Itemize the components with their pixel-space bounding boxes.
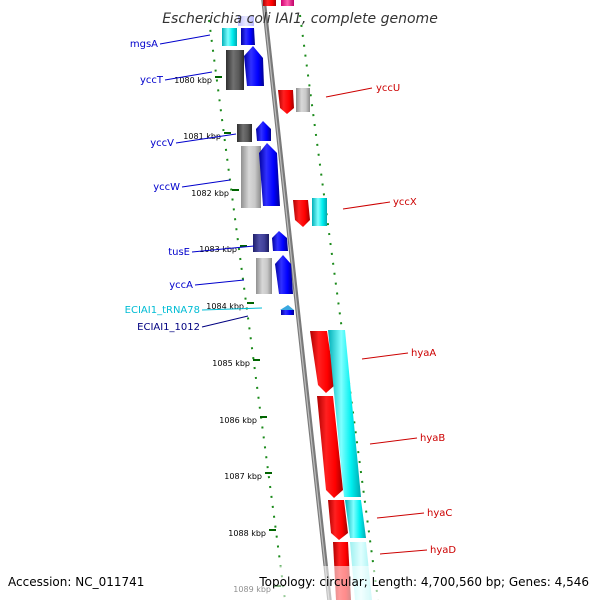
- gene-leader-line: [159, 34, 211, 45]
- gene-hyaA[interactable]: [310, 331, 335, 393]
- gene-tusE-indigo[interactable]: [253, 234, 269, 252]
- gene-leader-line: [342, 201, 391, 210]
- gene-tusE[interactable]: [272, 231, 288, 251]
- gene-label-yccx[interactable]: yccX: [393, 197, 417, 208]
- gene-label-hyaa[interactable]: hyaA: [411, 348, 436, 359]
- kbp-tick-label: 1085 kbp: [212, 359, 250, 368]
- gene-label-ycct[interactable]: yccT: [140, 75, 164, 86]
- gene-leader-line: [201, 307, 263, 311]
- kbp-tick-label: 1082 kbp: [191, 189, 229, 198]
- gene-mgsA-shadow: [238, 16, 254, 26]
- gene-yccW[interactable]: [259, 143, 280, 206]
- kbp-tick-label: 1088 kbp: [228, 529, 266, 538]
- gene-leader-line: [194, 279, 245, 286]
- gene-label-yccv[interactable]: yccV: [150, 138, 174, 149]
- gene-leader-line: [361, 352, 409, 360]
- genome-backbone-highlight: [262, 0, 330, 604]
- gene-leader-line: [191, 245, 255, 253]
- gene-leader-line: [201, 315, 249, 328]
- gene-partial-top-red[interactable]: [263, 0, 276, 6]
- gene-mgsA-partial[interactable]: [222, 28, 237, 46]
- gene-yccU-grey[interactable]: [296, 88, 310, 112]
- gene-label-tuse[interactable]: tusE: [168, 247, 190, 258]
- rna-band-hya[interactable]: [328, 330, 361, 497]
- rna-band-hyaC[interactable]: [345, 500, 366, 538]
- gene-yccA-grey[interactable]: [256, 258, 272, 294]
- gene-yccA[interactable]: [275, 255, 293, 294]
- gene-yccV[interactable]: [256, 121, 271, 141]
- gene-yccT[interactable]: [244, 46, 264, 86]
- gene-mgsA[interactable]: [241, 28, 255, 45]
- kbp-tick-label: 1081 kbp: [183, 132, 221, 141]
- gene-yccX[interactable]: [293, 200, 310, 227]
- kbp-tick-label: 1087 kbp: [224, 472, 262, 481]
- gene-yccV-grey[interactable]: [237, 124, 252, 142]
- gene-leader-line: [181, 179, 231, 188]
- gene-leader-line: [369, 437, 418, 445]
- gene-leader-line: [379, 549, 428, 555]
- map-title: Escherichia coli IAI1, complete genome: [162, 11, 438, 27]
- gene-leader-line: [376, 512, 425, 519]
- gene-label-yccw[interactable]: yccW: [153, 182, 180, 193]
- accession-text: Accession: NC_011741: [8, 575, 144, 589]
- gene-label-eciai1-1012[interactable]: ECIAI1_1012: [137, 322, 200, 333]
- kbp-tick-label: 1084 kbp: [206, 302, 244, 311]
- gene-yccU[interactable]: [278, 90, 294, 114]
- gene-leader-line: [175, 133, 237, 144]
- gene-yccW-grey[interactable]: [241, 146, 261, 208]
- gene-ECIAI1-tRNA78[interactable]: [280, 305, 294, 310]
- gene-label-hyad[interactable]: hyaD: [430, 545, 456, 556]
- gene-label-eciai1-trna78[interactable]: ECIAI1_tRNA78: [125, 305, 200, 316]
- gene-label-mgsa[interactable]: mgsA: [130, 39, 158, 50]
- kbp-tick-label: 1080 kbp: [174, 76, 212, 85]
- gene-ECIAI1-1012[interactable]: [281, 310, 294, 315]
- gene-hyaB[interactable]: [317, 396, 343, 498]
- gene-label-ycca[interactable]: yccA: [169, 280, 193, 291]
- topology-text: Topology: circular; Length: 4,700,560 bp…: [258, 575, 589, 589]
- kbp-tick-label: 1086 kbp: [219, 416, 257, 425]
- gene-label-hyab[interactable]: hyaB: [420, 433, 445, 444]
- ruler-right: [299, 14, 379, 601]
- gene-partial-top-pink[interactable]: [281, 0, 294, 6]
- gene-hyaC[interactable]: [328, 500, 348, 540]
- gene-yccT-grey[interactable]: [226, 50, 244, 90]
- gene-leader-line: [325, 87, 373, 98]
- bottom-fade: [0, 566, 600, 600]
- gene-label-hyac[interactable]: hyaC: [427, 508, 452, 519]
- gene-yccX-rna[interactable]: [312, 198, 327, 226]
- gene-leader-line: [164, 71, 213, 81]
- gene-label-yccu[interactable]: yccU: [376, 83, 400, 94]
